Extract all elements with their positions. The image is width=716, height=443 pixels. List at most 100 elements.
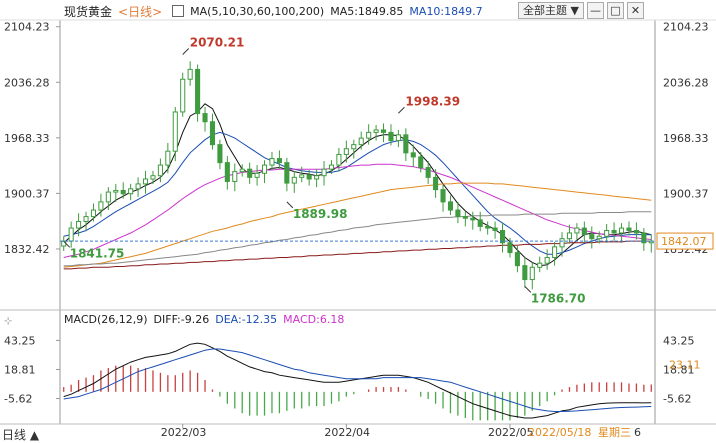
candle-body (514, 252, 520, 267)
period-button[interactable]: 日线 ▲ (2, 428, 40, 442)
y-tick-label-left: 1900.37 (4, 187, 50, 200)
candle-body (76, 221, 82, 229)
x-tick-label: 2022/04 (324, 426, 370, 439)
candle-body (239, 168, 245, 173)
candle-body (611, 230, 617, 234)
theme-dropdown[interactable]: 全部主题 ▼ (518, 2, 584, 19)
candle-body (425, 167, 431, 178)
candle-body (217, 144, 223, 164)
candle-body (351, 144, 357, 150)
chevron-down-icon: ▼ (570, 4, 579, 17)
candle-body (180, 78, 186, 113)
ma-line-ma60 (63, 182, 652, 268)
annotation-label-low: 1889.98 (293, 207, 348, 221)
candle-body (566, 232, 573, 240)
macd-header: MACD(26,12,9) DIFF:-9.26 DEA:-12.35 MACD… (64, 313, 344, 326)
candle-body (343, 148, 349, 155)
annotation-pointer (182, 48, 190, 55)
candle-body (202, 113, 208, 123)
candle-body (187, 68, 193, 80)
candle-body (366, 131, 372, 139)
annotation-label-low: 1786.70 (531, 291, 586, 305)
candle-body (499, 230, 506, 244)
macd-diff-line (63, 342, 652, 419)
y-tick-label-right: 1968.33 (663, 132, 709, 145)
candle-body (604, 230, 610, 237)
candle-body (232, 171, 238, 182)
candle-body (552, 246, 558, 258)
candle-body (254, 172, 260, 178)
candle-body (418, 156, 424, 169)
macd-dea-line (63, 348, 652, 412)
ma5-value: MA5:1849.85 (330, 4, 404, 18)
candle-body (306, 174, 312, 180)
candle-body (596, 235, 602, 240)
candle-body (537, 262, 543, 268)
macd-y-tick-label-left: -5.62 (4, 393, 32, 406)
annotation-label-high: 2070.21 (190, 36, 245, 50)
y-tick-label-right: 1900.37 (663, 187, 709, 200)
candle-body (574, 227, 580, 234)
y-tick-label-left: 2104.23 (4, 21, 50, 34)
macd-y-tick-label-right: 43.25 (663, 334, 695, 347)
candle-body (291, 176, 297, 184)
current-price-tag: 1842.07 (661, 235, 707, 248)
candle-body (403, 134, 409, 154)
y-tick-label-right: 2104.23 (663, 21, 709, 34)
macd-macd: MACD:6.18 (283, 313, 345, 326)
candle-body (83, 216, 89, 223)
candle-body (336, 153, 342, 166)
candle-body (380, 129, 387, 133)
candle-body (142, 178, 149, 185)
ma-line-ma30 (63, 163, 652, 258)
settings-icon[interactable]: ⊹ (4, 316, 13, 327)
instrument-name: 现货黄金 (64, 4, 113, 19)
macd-label: MACD(26,12,9) (64, 313, 148, 326)
chart-header: 现货黄金 <日线> MA(5,10,30,60,100,200) MA5:184… (64, 2, 483, 20)
annotation-pointer (398, 106, 405, 114)
annotation-pointer (286, 201, 294, 209)
candle-body (589, 234, 595, 240)
candle-body (477, 219, 483, 227)
candle-body (395, 134, 401, 142)
x-tick-label: 2022/03 (161, 426, 207, 439)
candle-body (433, 176, 439, 191)
candle-body (544, 256, 550, 264)
footer-date: 2022/05/18 (528, 426, 591, 439)
candle-body (462, 216, 468, 219)
minimize-button[interactable]: — (586, 2, 604, 19)
annotation-label-low: 1841.75 (70, 246, 125, 260)
candle-body (105, 191, 111, 203)
candle-body (470, 217, 476, 221)
candle-body (507, 242, 513, 254)
footer-weekday: 星期三 (598, 426, 631, 439)
y-tick-label-left: 1832.42 (4, 243, 50, 256)
candle-body (522, 265, 528, 281)
candle-body (90, 209, 97, 218)
candle-body (581, 227, 587, 236)
annotation-label-high: 1998.39 (405, 94, 460, 108)
candle-body (299, 174, 305, 178)
candle-body (321, 168, 327, 177)
candle-body (373, 129, 379, 133)
restore-button[interactable]: □ (606, 2, 624, 19)
candle-body (98, 201, 104, 211)
candle-body (172, 111, 178, 152)
y-tick-label-left: 1968.33 (4, 132, 50, 145)
period-selector[interactable]: <日线> (118, 4, 163, 19)
current-price-tag-box (656, 232, 714, 250)
ma-toggle-checkbox[interactable] (172, 5, 185, 17)
candle-body (388, 131, 394, 142)
candle-body (135, 183, 141, 190)
candle-body (358, 137, 364, 146)
candle-body (447, 201, 454, 211)
candle-body (224, 162, 230, 182)
candle-body (247, 168, 253, 178)
candle-body (68, 227, 74, 242)
candle-body (626, 227, 632, 231)
macd-y-tick-label-right: 18.81 (663, 363, 695, 376)
candle-body (618, 227, 625, 234)
close-button[interactable]: ✕ (626, 2, 644, 19)
macd-y-tick-label-left: 18.81 (4, 363, 36, 376)
